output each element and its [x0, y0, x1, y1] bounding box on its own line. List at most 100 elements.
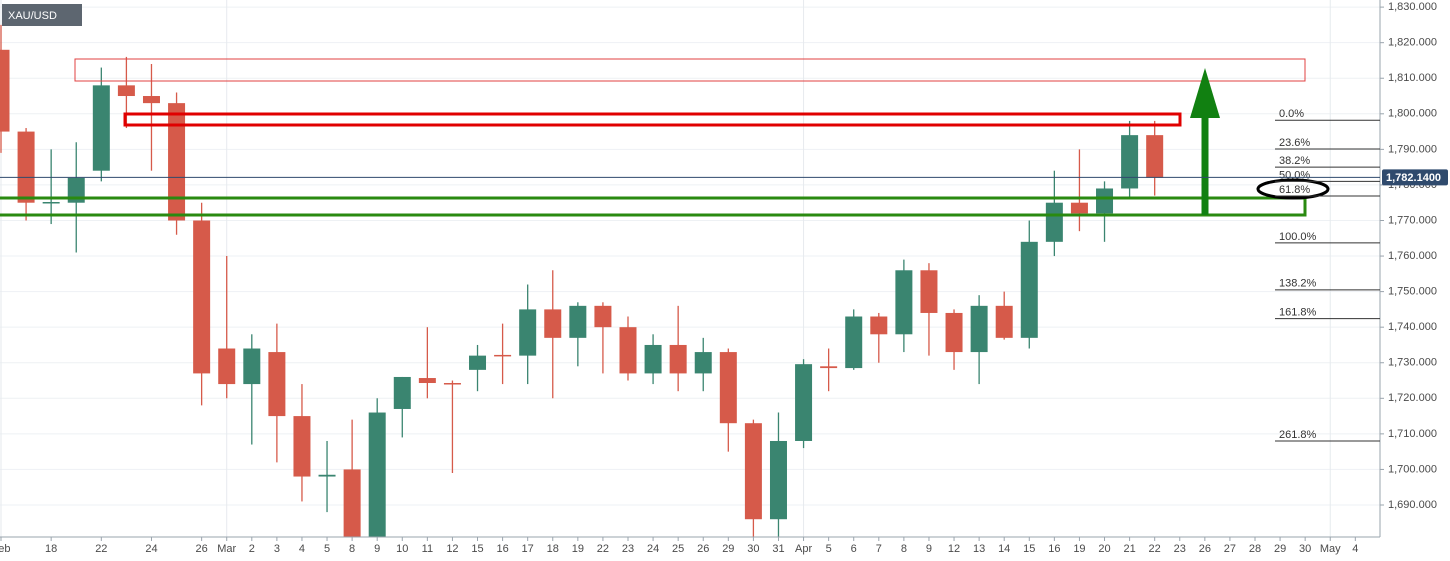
- x-tick-label: 22: [95, 543, 107, 555]
- x-tick-label: 29: [722, 543, 734, 555]
- candle-body: [17, 131, 35, 203]
- x-tick-label: 27: [1224, 543, 1236, 555]
- x-tick-label: 26: [1199, 543, 1211, 555]
- fib-label: 138.2%: [1279, 278, 1317, 290]
- x-tick-label: 20: [1098, 543, 1110, 555]
- candle-body: [744, 423, 762, 520]
- candle-body: [569, 305, 587, 338]
- fib-label: 261.8%: [1279, 429, 1317, 441]
- arrow-head: [1190, 68, 1220, 118]
- y-tick-label: 1,710.000: [1388, 428, 1437, 440]
- x-tick-label: Mar: [217, 543, 236, 555]
- x-tick-label: 8: [901, 543, 907, 555]
- candle-body: [669, 344, 687, 374]
- candle-body: [268, 352, 286, 417]
- x-tick-label: 28: [1249, 543, 1261, 555]
- candle-body: [970, 305, 988, 353]
- x-tick-label: 2: [249, 543, 255, 555]
- y-tick-label: 1,700.000: [1388, 463, 1437, 475]
- fib-label: 61.8%: [1279, 184, 1310, 196]
- x-tick-label: 8: [349, 543, 355, 555]
- candle-body: [1121, 135, 1139, 189]
- x-tick-label: 9: [926, 543, 932, 555]
- candle-body: [218, 348, 236, 385]
- chart-title: XAU/USD: [8, 10, 57, 22]
- x-tick-label: 10: [396, 543, 408, 555]
- annotations: [0, 58, 1330, 217]
- x-tick-label: 6: [851, 543, 857, 555]
- candle-body: [92, 85, 110, 171]
- fib-label: 38.2%: [1279, 155, 1310, 167]
- y-tick-label: 1,800.000: [1388, 108, 1437, 120]
- x-tick-label: 15: [1023, 543, 1035, 555]
- candle-body: [494, 354, 512, 357]
- y-tick-label: 1,770.000: [1388, 214, 1437, 226]
- candle-body: [1045, 202, 1063, 242]
- candle-body: [945, 312, 963, 353]
- x-tick-label: 23: [622, 543, 634, 555]
- x-tick-label: 24: [145, 543, 157, 555]
- x-tick-label: 25: [672, 543, 684, 555]
- candle-body: [67, 177, 85, 203]
- fib-label: 0.0%: [1279, 108, 1304, 120]
- x-tick-label: 9: [374, 543, 380, 555]
- x-tick-label: 19: [1073, 543, 1085, 555]
- candle-body: [1146, 135, 1164, 178]
- last-price-box: [1382, 169, 1448, 186]
- fib-label: 100.0%: [1279, 231, 1317, 243]
- candle-body: [393, 376, 411, 409]
- candle-body: [870, 316, 888, 335]
- x-tick-label: 12: [948, 543, 960, 555]
- x-tick-label: 15: [471, 543, 483, 555]
- candle-body: [0, 49, 10, 132]
- candle-body: [820, 366, 838, 369]
- candle-body: [168, 103, 186, 221]
- x-tick-label: 30: [1299, 543, 1311, 555]
- candle-body: [694, 352, 712, 374]
- x-tick-label: 7: [876, 543, 882, 555]
- y-tick-label: 1,810.000: [1388, 72, 1437, 84]
- x-tick-label: 4: [299, 543, 305, 555]
- fib-label: 50.0%: [1279, 169, 1310, 181]
- x-tick-label: 19: [572, 543, 584, 555]
- resistance-zone: [123, 112, 1182, 127]
- x-tick-label: 13: [973, 543, 985, 555]
- candle-body: [368, 412, 386, 537]
- candle-body: [318, 474, 336, 477]
- x-tick-label: 26: [697, 543, 709, 555]
- x-tick-label: 12: [446, 543, 458, 555]
- candle-body: [644, 344, 662, 374]
- candle-body: [42, 201, 60, 204]
- y-tick-label: 1,690.000: [1388, 499, 1437, 511]
- x-tick-label: 18: [547, 543, 559, 555]
- candle-body: [193, 220, 211, 374]
- resistance-zone: [74, 58, 1306, 82]
- candle-body: [142, 96, 160, 104]
- x-tick-label: 11: [422, 543, 433, 555]
- support-zone: [0, 196, 1307, 217]
- last-price-label: 1,782.1400: [1386, 172, 1441, 184]
- x-tick-label: 4: [1352, 543, 1358, 555]
- fib-label: 161.8%: [1279, 307, 1317, 319]
- x-tick-label: 23: [1174, 543, 1186, 555]
- y-tick-label: 1,740.000: [1388, 321, 1437, 333]
- x-tick-label: 30: [747, 543, 759, 555]
- candle-body: [1096, 188, 1114, 214]
- candle-body: [117, 85, 135, 97]
- y-tick-label: 1,830.000: [1388, 1, 1437, 13]
- x-tick-label: 22: [597, 543, 609, 555]
- x-tick-label: 16: [496, 543, 508, 555]
- plot-area: [0, 24, 1164, 537]
- candle-body: [469, 355, 487, 370]
- candle-body: [845, 316, 863, 369]
- x-tick-label: 31: [772, 543, 784, 555]
- x-tick-label: 22: [1149, 543, 1161, 555]
- y-tick-label: 1,750.000: [1388, 286, 1437, 298]
- candle-body: [769, 440, 787, 520]
- candle-body: [443, 383, 461, 385]
- candle-body: [995, 305, 1013, 338]
- x-tick-label: 17: [522, 543, 534, 555]
- candle-body: [243, 348, 261, 385]
- candle-body: [619, 327, 637, 374]
